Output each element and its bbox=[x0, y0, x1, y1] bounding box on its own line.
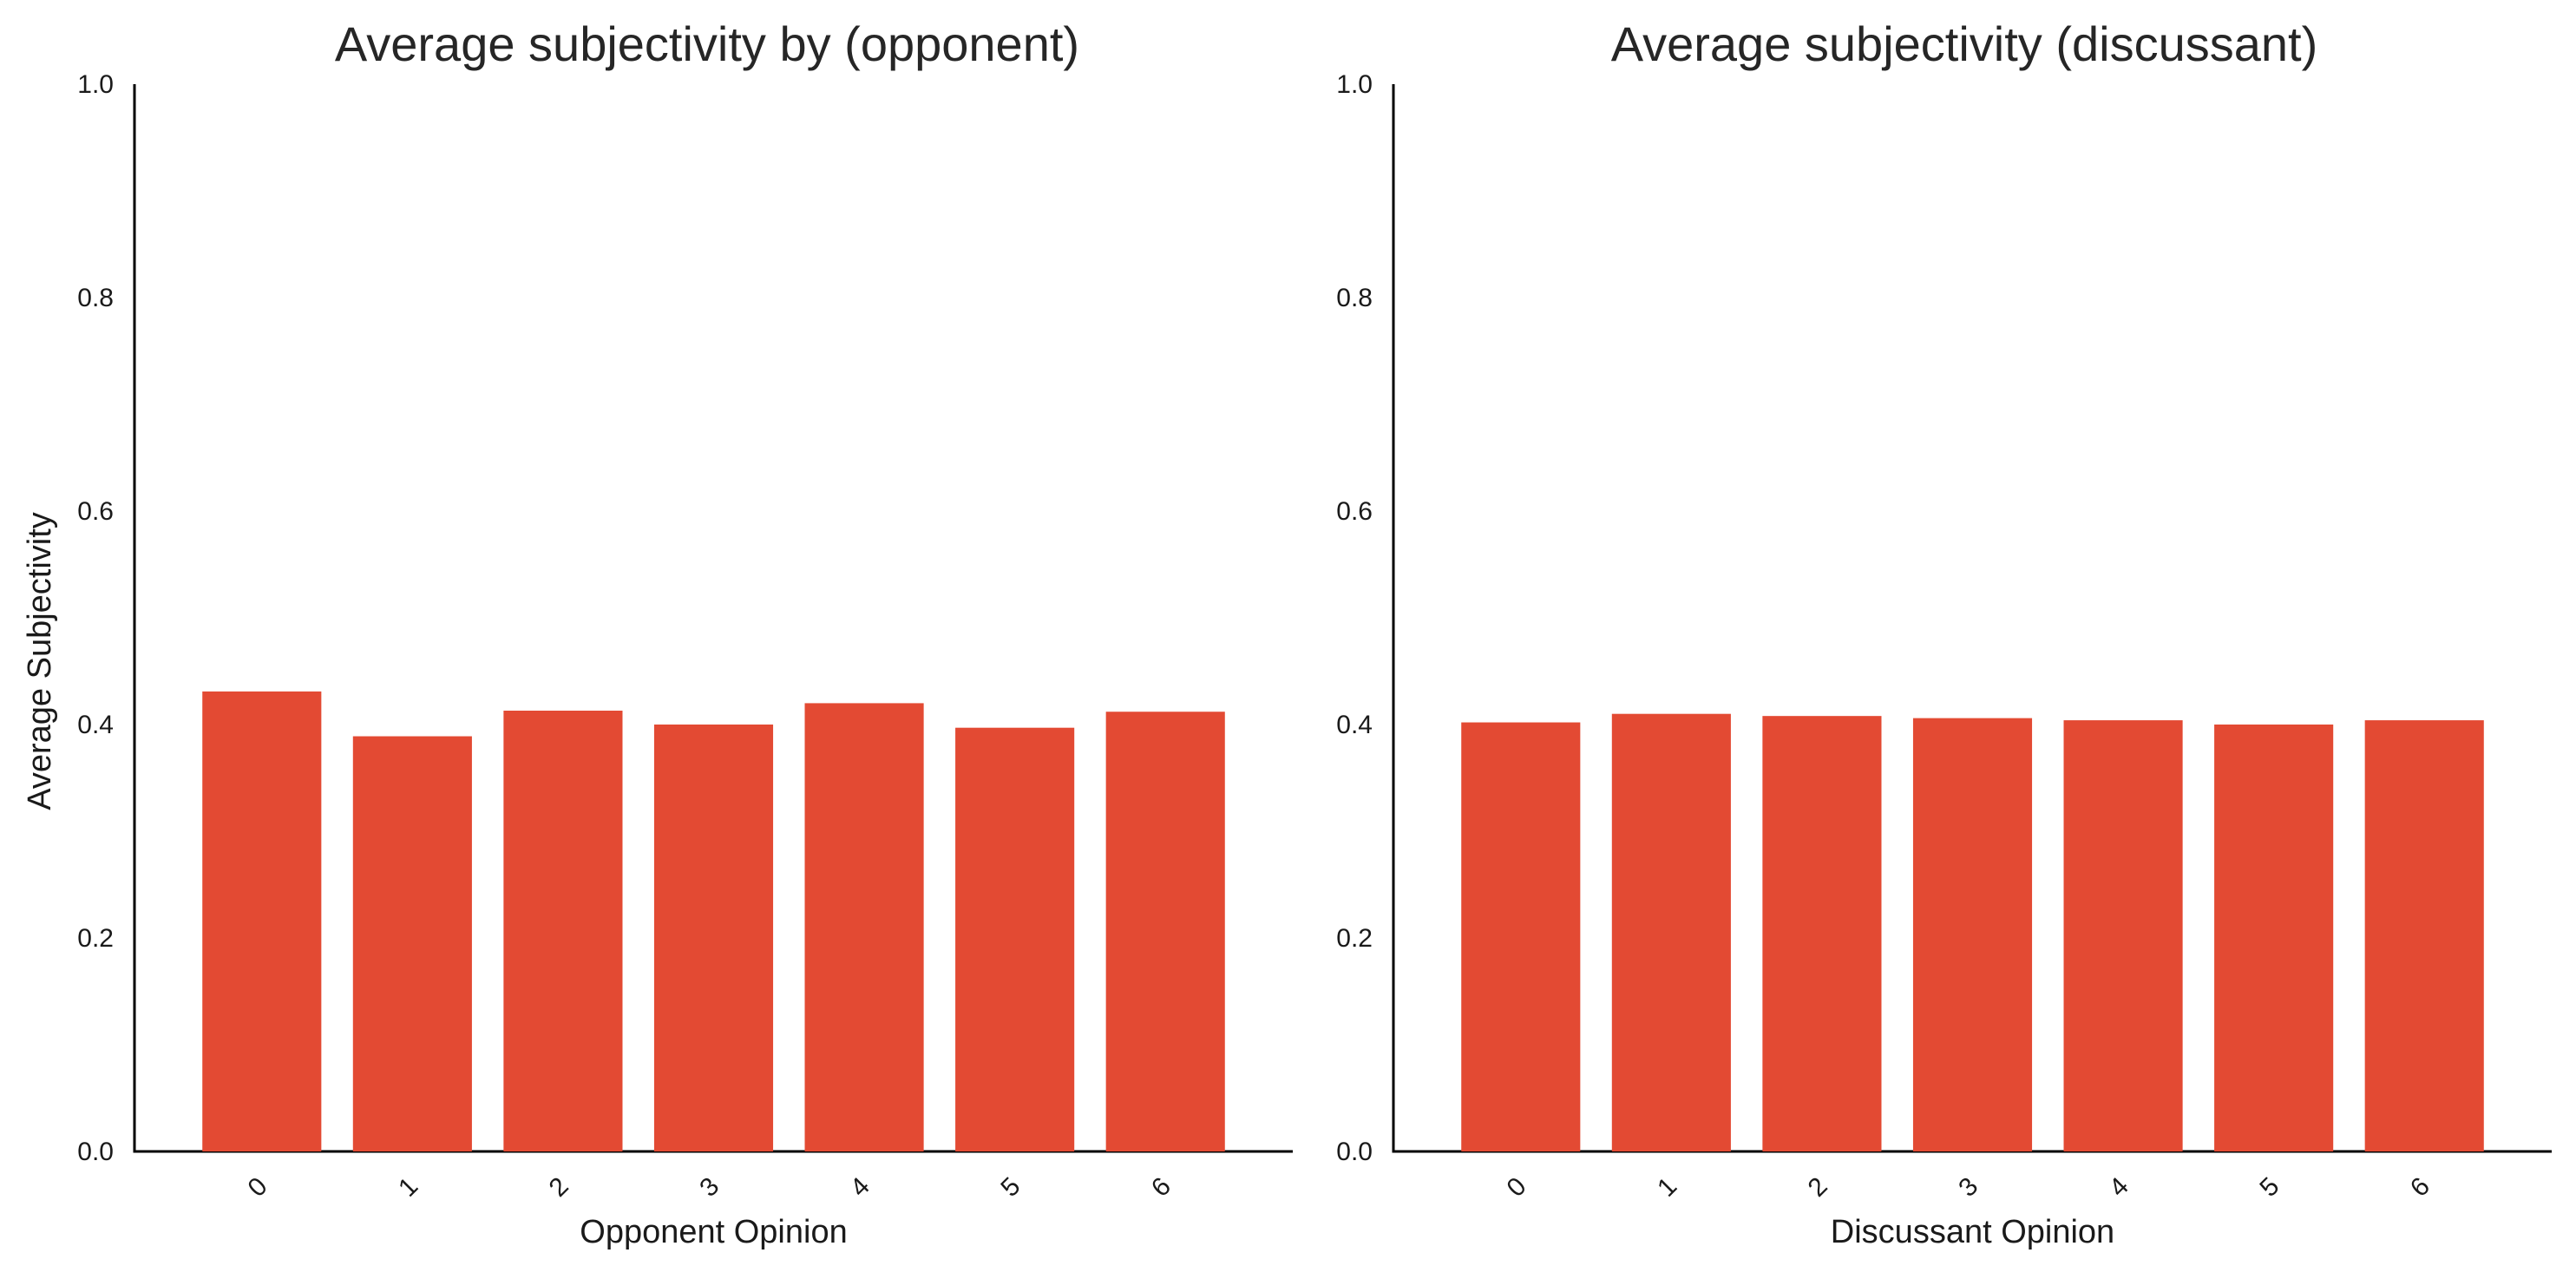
x-tick-label: 1 bbox=[1652, 1172, 1682, 1203]
x-tick-label: 4 bbox=[2104, 1172, 2134, 1203]
x-tick-label: 5 bbox=[2254, 1172, 2284, 1203]
chart-panel-opponent: Average subjectivity by (opponent) Avera… bbox=[22, 16, 1293, 1250]
x-tick-label: 0 bbox=[243, 1172, 273, 1203]
x-tick-label: 2 bbox=[1803, 1172, 1833, 1203]
bar bbox=[2364, 720, 2484, 1151]
x-tick-label: 6 bbox=[2405, 1172, 2435, 1203]
y-tick-group: 0.0 0.2 0.4 0.6 0.8 1.0 bbox=[77, 70, 114, 1166]
chart-panel-discussant: Average subjectivity (discussant) Discus… bbox=[1336, 16, 2552, 1250]
bar bbox=[1762, 716, 1882, 1151]
x-tick-label: 4 bbox=[845, 1172, 875, 1203]
x-tick-group: 0 1 2 3 4 5 6 bbox=[1502, 1172, 2436, 1203]
bar bbox=[2214, 725, 2334, 1151]
chart-title: Average subjectivity (discussant) bbox=[1611, 16, 2317, 71]
y-tick-group: 0.0 0.2 0.4 0.6 0.8 1.0 bbox=[1336, 70, 1373, 1166]
bar-group bbox=[1461, 713, 2484, 1151]
x-tick-group: 0 1 2 3 4 5 6 bbox=[243, 1172, 1177, 1203]
y-tick-label: 0.8 bbox=[1336, 284, 1373, 312]
x-tick-label: 6 bbox=[1146, 1172, 1177, 1203]
bar bbox=[503, 711, 623, 1151]
y-tick-label: 0.0 bbox=[1336, 1138, 1373, 1166]
bar bbox=[1461, 722, 1581, 1151]
bar-group bbox=[202, 691, 1225, 1151]
bar bbox=[352, 736, 472, 1151]
y-tick-label: 0.0 bbox=[77, 1138, 114, 1166]
y-tick-label: 1.0 bbox=[77, 70, 114, 99]
y-tick-label: 0.4 bbox=[77, 711, 114, 739]
x-tick-label: 3 bbox=[694, 1172, 724, 1203]
bar bbox=[653, 725, 774, 1151]
x-axis-label: Opponent Opinion bbox=[580, 1214, 847, 1250]
bar bbox=[955, 727, 1075, 1151]
y-tick-label: 0.2 bbox=[1336, 924, 1373, 953]
bar bbox=[1912, 718, 2033, 1151]
y-tick-label: 0.8 bbox=[77, 284, 114, 312]
y-tick-label: 0.2 bbox=[77, 924, 114, 953]
bar bbox=[1611, 713, 1731, 1151]
x-tick-label: 3 bbox=[1953, 1172, 1983, 1203]
bar bbox=[1105, 712, 1225, 1151]
x-tick-label: 5 bbox=[995, 1172, 1026, 1203]
x-axis-label: Discussant Opinion bbox=[1831, 1214, 2114, 1250]
y-tick-label: 0.6 bbox=[77, 497, 114, 526]
chart-title: Average subjectivity by (opponent) bbox=[335, 16, 1079, 71]
x-tick-label: 1 bbox=[393, 1172, 423, 1203]
y-tick-label: 0.6 bbox=[1336, 497, 1373, 526]
x-tick-label: 0 bbox=[1502, 1172, 1532, 1203]
x-tick-label: 2 bbox=[544, 1172, 574, 1203]
y-tick-label: 0.4 bbox=[1336, 711, 1373, 739]
bar bbox=[804, 703, 924, 1151]
y-axis-label: Average Subjectivity bbox=[22, 512, 58, 810]
bar bbox=[202, 691, 322, 1151]
bar bbox=[2063, 720, 2183, 1151]
y-tick-label: 1.0 bbox=[1336, 70, 1373, 99]
